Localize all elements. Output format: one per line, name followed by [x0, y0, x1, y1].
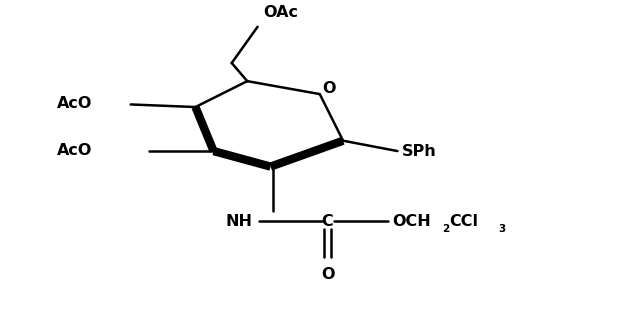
Text: OCH: OCH	[392, 214, 431, 229]
Text: C: C	[321, 214, 333, 229]
Text: CCl: CCl	[449, 214, 478, 229]
Text: O: O	[323, 82, 336, 96]
Text: NH: NH	[225, 214, 253, 229]
Text: 2: 2	[442, 224, 450, 234]
Text: SPh: SPh	[402, 143, 436, 158]
Text: 3: 3	[499, 224, 505, 234]
Text: OAc: OAc	[263, 5, 298, 20]
Text: AcO: AcO	[57, 142, 92, 157]
Text: AcO: AcO	[57, 96, 92, 111]
Text: O: O	[321, 267, 334, 282]
